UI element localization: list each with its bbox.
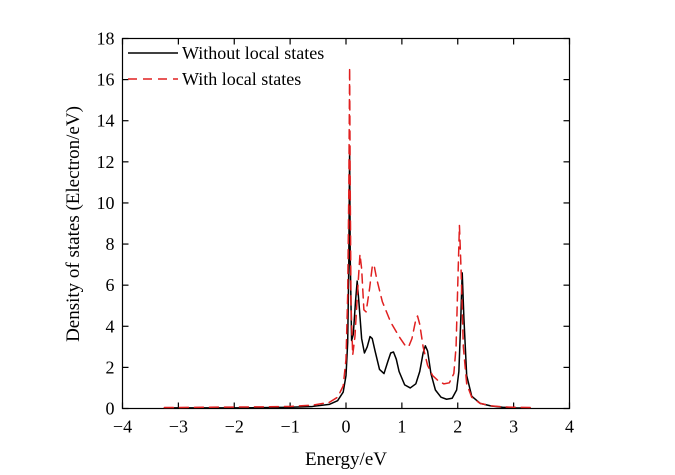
x-tick-label: 0 <box>342 417 351 437</box>
legend-label-without-local: Without local states <box>182 43 324 63</box>
y-tick-label: 4 <box>106 316 115 336</box>
x-tick-label: −2 <box>225 417 244 437</box>
x-axis-title: Energy/eV <box>305 449 387 470</box>
plot-area-frame <box>121 37 571 410</box>
y-tick-label: 2 <box>106 357 115 377</box>
y-tick-label: 6 <box>106 275 115 295</box>
x-tick-label: 1 <box>397 417 406 437</box>
series-line-with-local-states <box>163 66 532 409</box>
x-tick-label: −4 <box>113 417 132 437</box>
y-tick-label: 0 <box>106 399 115 419</box>
data-series-layer <box>163 66 532 409</box>
y-tick-label: 16 <box>97 70 115 90</box>
x-tick-label: −1 <box>281 417 300 437</box>
y-tick-label: 10 <box>97 193 115 213</box>
x-tick-label: 2 <box>453 417 462 437</box>
x-tick-label: −3 <box>169 417 188 437</box>
x-tick-label: 3 <box>509 417 518 437</box>
y-axis-title: Density of states (Electron/eV) <box>63 106 84 342</box>
legend: Without local states With local states <box>128 43 324 89</box>
y-tick-label: 18 <box>97 29 115 49</box>
axis-ticks <box>121 37 571 410</box>
legend-label-with-local: With local states <box>182 69 301 89</box>
y-tick-label: 14 <box>97 111 115 131</box>
x-tick-label: 4 <box>565 417 574 437</box>
y-tick-label: 8 <box>106 234 115 254</box>
series-line-without-local-states <box>163 148 532 409</box>
y-tick-label: 12 <box>97 152 115 172</box>
